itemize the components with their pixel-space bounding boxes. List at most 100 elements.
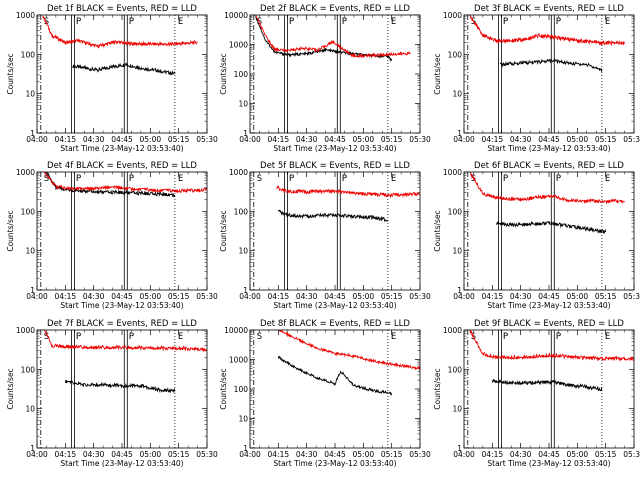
- panel-1: Det 1f BLACK = Events, RED = LLD 1 10 100 10…: [6, 4, 218, 153]
- lld-series-line: [42, 16, 198, 49]
- marker-label: P: [556, 17, 562, 27]
- y-tick-label: 1000: [229, 41, 248, 50]
- events-series-line: [277, 209, 389, 223]
- marker-label: P: [503, 332, 509, 342]
- panel-title: Det 6f BLACK = Events, RED = LLD: [474, 161, 624, 171]
- events-series-line: [64, 379, 176, 394]
- y-tick-label: 1000: [229, 356, 248, 365]
- x-tick-label: 04:15: [268, 135, 290, 144]
- x-axis-label: Start Time (23-May-12 03:53:40): [60, 301, 183, 310]
- x-tick-label: 05:30: [409, 292, 431, 301]
- x-tick-label: 04:45: [324, 135, 346, 144]
- y-tick-label: 10000: [224, 11, 248, 20]
- x-axis-label: Start Time (23-May-12 03:53:40): [487, 301, 610, 310]
- x-tick-label: 04:15: [55, 450, 77, 459]
- y-axis-label: Counts/sec: [6, 210, 15, 251]
- events-series-line: [495, 220, 607, 234]
- x-tick-label: 05:15: [168, 450, 190, 459]
- y-tick-label: 1: [30, 129, 35, 138]
- y-tick-label: 1: [243, 129, 248, 138]
- plot-frame: [463, 171, 635, 291]
- y-tick-label: 100: [448, 207, 463, 216]
- marker-label: P: [556, 332, 562, 342]
- marker-label: E: [178, 332, 183, 342]
- x-tick-label: 04:15: [482, 450, 504, 459]
- y-tick-label: 1000: [16, 11, 35, 20]
- y-tick-label: 1: [457, 444, 462, 453]
- marker-label: P: [129, 17, 135, 27]
- y-tick-label: 1000: [16, 168, 35, 177]
- panel-title: Det 5f BLACK = Events, RED = LLD: [260, 161, 410, 171]
- y-tick-label: 1: [243, 286, 248, 295]
- y-tick-label: 1: [30, 444, 35, 453]
- panel-5: Det 5f BLACK = Events, RED = LLD 1 10 100 10…: [219, 161, 431, 310]
- x-tick-label: 04:45: [538, 450, 560, 459]
- y-tick-label: 100: [234, 385, 249, 394]
- marker-label: P: [342, 174, 348, 184]
- x-tick-label: 04:00: [239, 450, 261, 459]
- x-tick-label: 04:30: [510, 135, 532, 144]
- panel-7: Det 7f BLACK = Events, RED = LLD 1 10 100 10…: [6, 319, 218, 468]
- y-tick-label: 1: [457, 286, 462, 295]
- x-tick-label: 05:30: [196, 135, 218, 144]
- x-axis-label: Start Time (23-May-12 03:53:40): [60, 144, 183, 153]
- marker-label: P: [129, 174, 135, 184]
- marker-label: P: [76, 17, 82, 27]
- lld-series-line: [469, 330, 634, 362]
- y-tick-label: 100: [21, 50, 36, 59]
- x-tick-label: 05:30: [196, 450, 218, 459]
- y-tick-label: 1000: [443, 168, 462, 177]
- marker-label: P: [556, 174, 562, 184]
- marker-label: E: [391, 17, 396, 27]
- marker-label: E: [391, 174, 396, 184]
- x-axis-label: Start Time (23-May-12 03:53:40): [273, 301, 396, 310]
- y-tick-label: 100: [21, 207, 36, 216]
- marker-label: P: [289, 17, 295, 27]
- events-series-line: [255, 15, 393, 62]
- x-tick-label: 05:30: [409, 135, 431, 144]
- lld-series-line: [278, 330, 420, 371]
- x-tick-label: 05:00: [567, 292, 589, 301]
- x-tick-label: 05:00: [567, 450, 589, 459]
- plot-frame: [249, 329, 421, 449]
- marker-label: E: [178, 174, 183, 184]
- marker-label: E: [605, 17, 610, 27]
- x-tick-label: 05:00: [140, 292, 162, 301]
- x-tick-label: 05:30: [623, 292, 640, 301]
- marker-label: P: [503, 17, 509, 27]
- x-tick-label: 05:15: [168, 292, 190, 301]
- x-tick-label: 04:00: [239, 292, 261, 301]
- y-axis-label: Counts/sec: [219, 368, 228, 409]
- x-axis-label: Start Time (23-May-12 03:53:40): [487, 459, 610, 468]
- x-tick-label: 04:15: [268, 450, 290, 459]
- x-tick-label: 04:45: [111, 450, 133, 459]
- x-tick-label: 05:00: [353, 450, 375, 459]
- x-tick-label: 04:30: [83, 450, 105, 459]
- x-tick-label: 04:00: [239, 135, 261, 144]
- marker-label: P: [289, 174, 295, 184]
- x-axis-label: Start Time (23-May-12 03:53:40): [273, 459, 396, 468]
- y-tick-label: 10: [452, 90, 462, 99]
- y-axis-label: Counts/sec: [433, 210, 442, 251]
- x-tick-label: 05:15: [381, 450, 403, 459]
- lld-series-line: [44, 330, 207, 353]
- events-series-line: [277, 355, 393, 397]
- marker-label: S: [257, 332, 262, 342]
- marker-label: P: [503, 174, 509, 184]
- lld-series-line: [469, 172, 625, 205]
- marker-label: P: [342, 17, 348, 27]
- x-tick-label: 04:00: [26, 292, 48, 301]
- marker-label: S: [44, 332, 49, 342]
- x-tick-label: 04:30: [296, 450, 318, 459]
- x-tick-label: 05:30: [409, 450, 431, 459]
- x-tick-label: 04:45: [324, 450, 346, 459]
- lld-series-line: [255, 15, 411, 59]
- marker-label: E: [605, 332, 610, 342]
- marker-label: P: [76, 332, 82, 342]
- marker-label: P: [76, 174, 82, 184]
- x-tick-label: 04:15: [268, 292, 290, 301]
- events-series-line: [499, 58, 603, 73]
- y-tick-label: 1: [457, 129, 462, 138]
- y-axis-label: Counts/sec: [433, 368, 442, 409]
